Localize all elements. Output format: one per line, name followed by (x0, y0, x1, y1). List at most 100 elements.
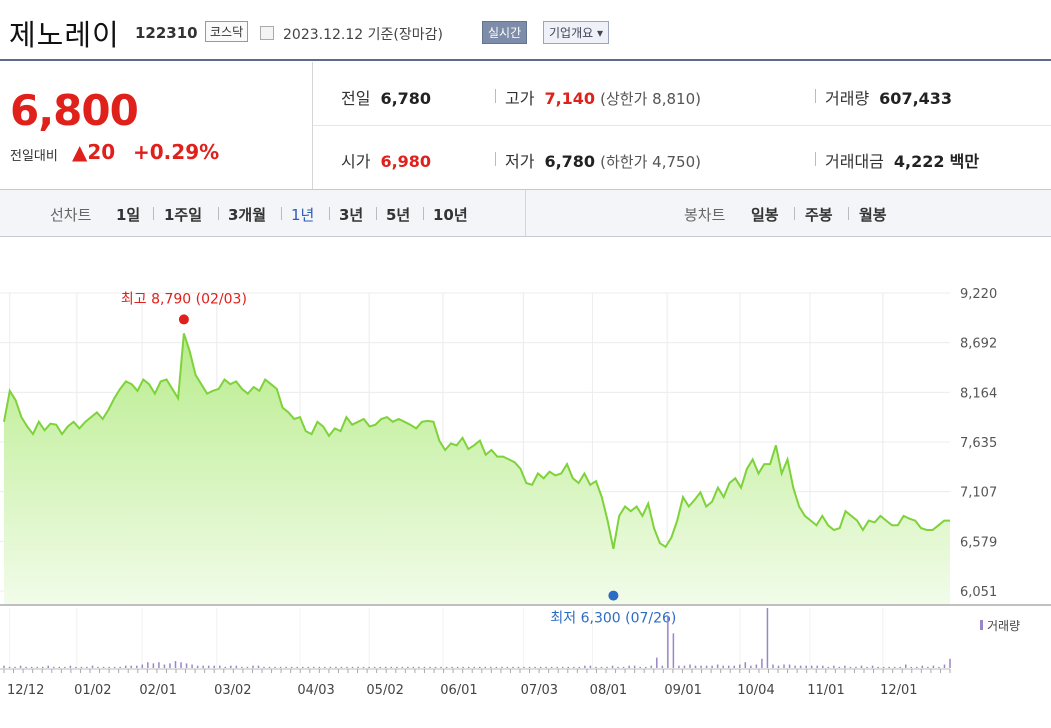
volume-bar (102, 666, 105, 668)
y-tick-label: 9,220 (960, 287, 997, 302)
volume-bar (19, 665, 22, 668)
volume-bar (263, 666, 265, 668)
x-tick-label: 12/12 (7, 683, 44, 698)
volume-bar (827, 666, 830, 668)
volume-bar (69, 665, 72, 668)
y-tick-label: 6,579 (960, 535, 997, 550)
y-axis-ticks: 9,220 8,692 8,164 7,635 7,107 6,579 6,051 (960, 287, 997, 600)
volume-bar (716, 664, 719, 668)
volume-bar (451, 666, 453, 668)
calendar-icon (260, 26, 274, 40)
volume-bar (351, 666, 354, 668)
volume-bar (445, 666, 448, 668)
day-low: 저가 6,780 (하한가 4,750) (505, 152, 701, 171)
volume-bar (257, 665, 260, 668)
volume-bar (877, 666, 879, 668)
volume-bar (639, 666, 641, 668)
high-marker[interactable] (178, 314, 189, 325)
volume-bar (805, 665, 807, 668)
stats-panel: 전일 6,780 고가 7,140 (상한가 8,810) 거래량 607,433 시… (313, 62, 1051, 189)
period-5y[interactable]: 5년 (386, 206, 411, 224)
low-annotation: 최저 6,300 (07/26) (550, 611, 676, 627)
period-10y[interactable]: 10년 (433, 206, 468, 224)
x-tick-label: 01/02 (74, 683, 111, 698)
volume-bar (362, 666, 365, 668)
volume-bar (501, 666, 503, 668)
volume-bar (799, 665, 802, 668)
volume-bar (772, 664, 774, 668)
volume-bar (661, 665, 664, 668)
candle-weekly[interactable]: 주봉 (805, 206, 833, 224)
y-tick-label: 7,107 (960, 486, 997, 501)
volume-bar (606, 666, 608, 668)
volume-bar (617, 666, 619, 668)
volume-bar (727, 665, 730, 668)
volume-bar (882, 666, 885, 668)
volume-bar (761, 658, 763, 668)
volume-bar (108, 666, 110, 668)
period-separator (423, 207, 424, 220)
volume-bar (833, 665, 835, 668)
volume-bar (440, 666, 442, 668)
company-overview-dropdown[interactable]: 기업개요 ▾ (543, 21, 609, 44)
volume-bar (268, 666, 271, 668)
volume-bar (904, 664, 907, 668)
volume-bar (755, 664, 758, 668)
volume-bar (113, 666, 116, 668)
header-divider (0, 59, 1051, 61)
volume-bar (910, 666, 913, 668)
period-1d[interactable]: 1일 (116, 206, 141, 224)
volume-bar (467, 666, 470, 668)
volume-bar (119, 666, 121, 668)
volume-bar (456, 666, 459, 668)
trade-amount: 거래대금 4,222 백만 (825, 152, 980, 171)
volume-bar (644, 666, 647, 668)
volume-legend: 거래량 (987, 619, 1020, 633)
period-3m[interactable]: 3개월 (228, 206, 267, 224)
volume-bar (545, 666, 547, 668)
volume-bar (822, 665, 824, 668)
volume-bar (368, 666, 370, 668)
volume-bar (506, 666, 509, 668)
x-tick-label: 12/01 (880, 683, 917, 698)
price-line (3, 333, 950, 550)
period-3y[interactable]: 3년 (339, 206, 364, 224)
volume-bar (80, 666, 83, 668)
volume-bar (8, 666, 11, 668)
low-marker[interactable] (608, 590, 619, 601)
volume-bar (888, 666, 890, 668)
volume-bar (246, 666, 249, 668)
volume-bar (678, 665, 680, 668)
volume-bar (844, 665, 846, 668)
candle-daily[interactable]: 일봉 (751, 206, 779, 224)
period-bar: 선차트 1일 1주일 3개월 1년 3년 5년 10년 봉차트 일봉 주봉 월봉 (0, 190, 1051, 237)
volume-bar (893, 666, 896, 668)
volume-bar (379, 666, 381, 668)
candle-monthly[interactable]: 월봉 (859, 206, 887, 224)
volume-bar (656, 657, 658, 668)
volume-bar (932, 665, 935, 668)
volume-bar (589, 665, 592, 668)
period-separator (281, 207, 282, 220)
period-1y[interactable]: 1년 (291, 206, 315, 224)
volume-bar (683, 665, 686, 668)
volume-bar (202, 665, 204, 668)
volume-bar (810, 665, 813, 668)
prev-close: 전일 6,780 (341, 89, 432, 108)
period-1w[interactable]: 1주일 (164, 206, 203, 224)
realtime-button[interactable]: 실시간 (482, 21, 528, 44)
volume-bar (136, 665, 138, 668)
volume-bar (313, 666, 315, 668)
volume-bar (384, 666, 387, 668)
volume-bar (628, 665, 630, 668)
volume-bar (705, 665, 708, 668)
volume-bar (241, 666, 243, 668)
x-tick-label: 11/01 (807, 683, 844, 698)
volume-bar (30, 666, 33, 668)
volume-bar (290, 666, 293, 668)
volume-bar (584, 665, 586, 668)
volume-bar (340, 666, 343, 668)
volume-bar (777, 665, 780, 668)
volume-bar (130, 665, 132, 668)
volume-bar (390, 666, 393, 668)
